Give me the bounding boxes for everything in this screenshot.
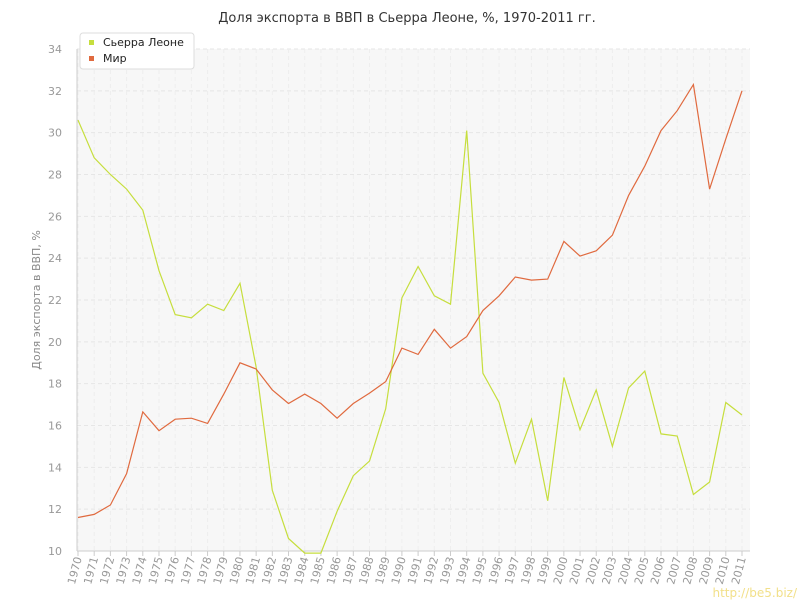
watermark[interactable]: http://be5.biz/: [712, 586, 797, 600]
y-tick-label: 16: [48, 420, 62, 433]
y-tick-label: 28: [48, 169, 62, 182]
legend-swatch-world: [89, 56, 94, 61]
y-tick-label: 30: [48, 127, 62, 140]
legend-label-sierra-leone: Сьерра Леоне: [103, 36, 184, 49]
series-line-1: [77, 82, 743, 519]
legend-swatch-sierra-leone: [89, 40, 94, 45]
legend-label-world: Мир: [103, 52, 127, 65]
gridlines: [77, 48, 750, 552]
series-lines: [77, 82, 743, 554]
y-tick-label: 12: [48, 503, 62, 516]
y-tick-label: 26: [48, 210, 62, 223]
chart-title: Доля экспорта в ВВП в Сьерра Леоне, %, 1…: [218, 11, 595, 26]
series-line-0: [77, 119, 743, 554]
y-tick-label: 10: [48, 545, 62, 558]
y-tick-label: 18: [48, 378, 62, 391]
legend-box: [79, 32, 195, 70]
y-tick-label: 14: [48, 461, 62, 474]
legend: Сьерра Леоне Мир: [79, 32, 195, 70]
y-tick-label: 20: [48, 336, 62, 349]
y-tick-label: 32: [48, 85, 62, 98]
y-tick-label: 34: [48, 43, 62, 56]
y-axis-ticks: 10 12 14 16 18 20 22 24 26 28 30 32 34: [48, 43, 62, 558]
y-tick-label: 24: [48, 252, 62, 265]
x-axis-ticks: 1970197119721973197419751976197719781979…: [65, 551, 749, 586]
y-axis-label: Доля экспорта в ВВП, %: [30, 230, 43, 370]
y-tick-label: 22: [48, 294, 62, 307]
